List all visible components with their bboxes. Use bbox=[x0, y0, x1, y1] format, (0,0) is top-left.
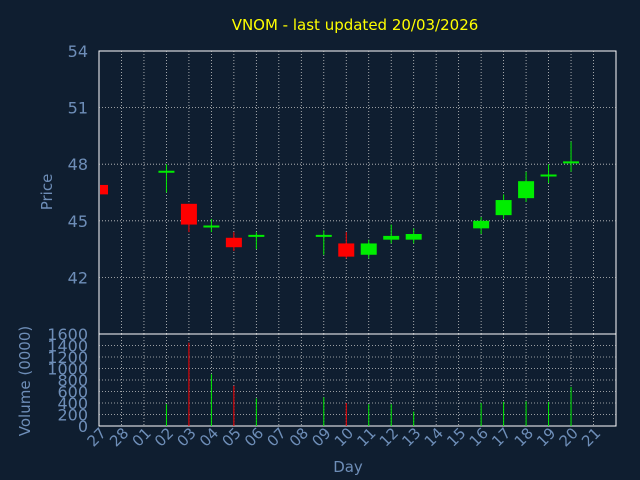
volume-tick-label: 200 bbox=[57, 406, 88, 425]
candle-body bbox=[225, 237, 242, 248]
price-tick-label: 42 bbox=[68, 268, 88, 287]
volume-tick-label: 1000 bbox=[47, 360, 88, 379]
x-tick-label: 21 bbox=[578, 424, 604, 450]
price-axis-label: Price bbox=[38, 174, 56, 211]
volume-tick-label: 600 bbox=[57, 383, 88, 402]
price-tick-label: 48 bbox=[68, 155, 88, 174]
volume-tick-label: 0 bbox=[78, 417, 88, 436]
candle-body bbox=[383, 235, 400, 240]
candle-body bbox=[473, 220, 490, 229]
x-axis-label: Day bbox=[333, 458, 363, 476]
volume-tick-label: 1200 bbox=[47, 348, 88, 367]
price-panel: 54 51 48 45 42 bbox=[68, 42, 617, 335]
chart-title: VNOM - last updated 20/03/2026 bbox=[232, 16, 479, 34]
candle-body bbox=[100, 184, 108, 195]
x-axis: 2728010203040506070809101112131415161718… bbox=[84, 424, 605, 450]
candle-body bbox=[518, 181, 535, 199]
candle-body bbox=[495, 200, 512, 216]
candle-body bbox=[405, 234, 422, 240]
candle-body bbox=[180, 203, 197, 225]
candle-body bbox=[360, 243, 377, 255]
candle-body bbox=[338, 243, 355, 257]
price-tick-label: 45 bbox=[68, 212, 88, 231]
volume-axis-label: Volume (0000) bbox=[16, 326, 34, 436]
volume-tick-label: 1400 bbox=[47, 337, 88, 356]
price-tick-label: 54 bbox=[68, 42, 88, 61]
volume-tick-label: 1600 bbox=[47, 325, 88, 344]
volume-tick-label: 400 bbox=[57, 394, 88, 413]
price-tick-label: 51 bbox=[68, 99, 88, 118]
volume-tick-label: 800 bbox=[57, 371, 88, 390]
price-panel-frame bbox=[98, 50, 617, 335]
